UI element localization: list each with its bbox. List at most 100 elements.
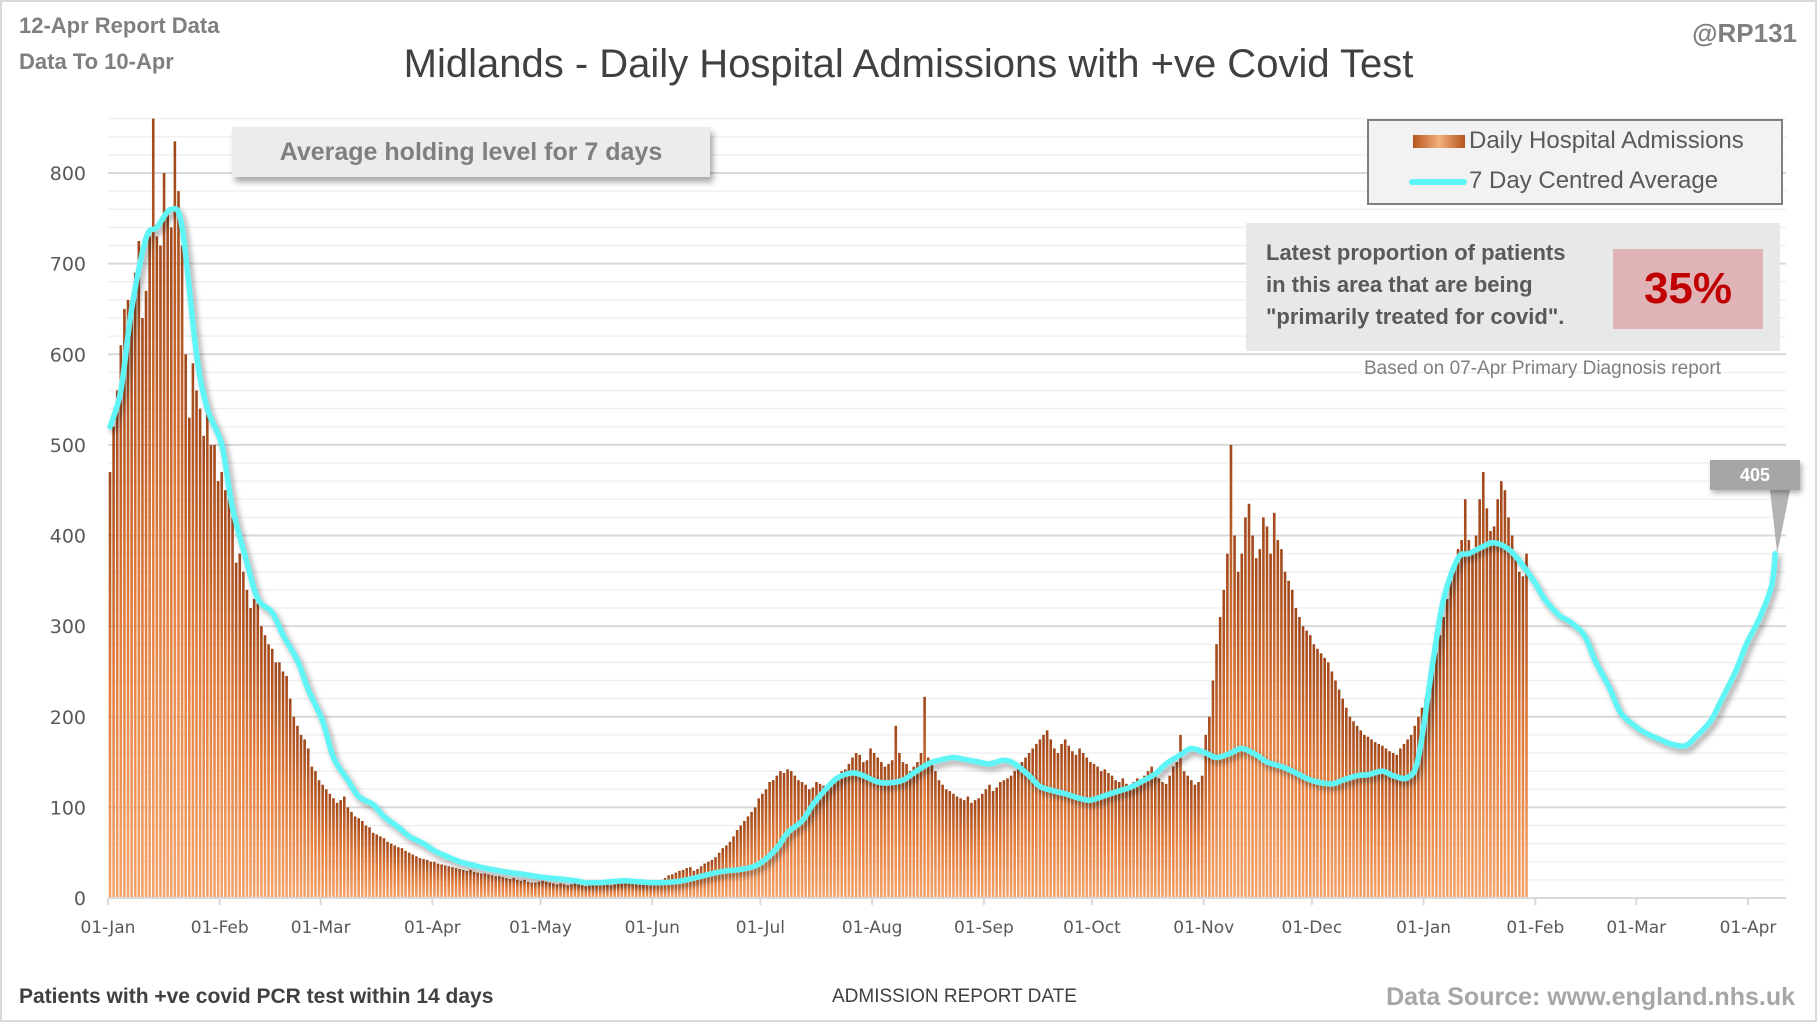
daily-admissions-bar — [202, 435, 206, 898]
daily-admissions-bar — [234, 562, 238, 898]
daily-admissions-bar — [609, 885, 613, 898]
daily-admissions-bar — [1110, 775, 1114, 898]
y-tick-label: 800 — [50, 163, 86, 185]
daily-admissions-bar — [761, 793, 764, 898]
daily-admissions-bar — [735, 830, 739, 898]
daily-admissions-bar — [1200, 775, 1204, 898]
daily-admissions-bar — [263, 635, 267, 898]
daily-admissions-bar — [108, 472, 112, 898]
daily-admissions-bar — [314, 771, 317, 898]
last-average-label: 405 — [1710, 460, 1800, 490]
daily-admissions-bar — [479, 873, 483, 898]
daily-admissions-bar — [159, 245, 162, 898]
y-tick-label: 700 — [50, 254, 86, 276]
daily-admissions-bar — [1254, 558, 1258, 898]
x-tick-label: 01-Dec — [1282, 918, 1343, 938]
daily-admissions-bar — [732, 836, 735, 898]
daily-admissions-bar — [1445, 598, 1449, 898]
daily-admissions-bar — [1179, 734, 1182, 898]
daily-admissions-bar — [872, 753, 876, 898]
daily-admissions-bar — [584, 886, 588, 898]
daily-admissions-bar — [1071, 751, 1074, 898]
daily-admissions-bar — [714, 857, 717, 898]
daily-admissions-bar — [440, 864, 443, 898]
daily-admissions-bar — [1056, 753, 1060, 898]
daily-admissions-bar — [591, 884, 595, 898]
daily-admissions-bar — [898, 753, 901, 898]
x-tick-label: 01-Feb — [191, 918, 249, 938]
daily-admissions-bar — [1485, 508, 1489, 898]
daily-admissions-bar — [476, 872, 479, 898]
daily-admissions-bar — [151, 118, 155, 898]
daily-admissions-bar — [119, 345, 123, 898]
daily-admissions-bar — [656, 880, 660, 898]
daily-admissions-bar — [429, 861, 433, 898]
daily-admissions-bar — [1460, 540, 1463, 898]
daily-admissions-bar — [1153, 772, 1157, 898]
daily-admissions-bar — [1474, 535, 1478, 898]
daily-admissions-bar — [332, 798, 335, 898]
daily-admissions-bar — [195, 390, 198, 898]
daily-admissions-bar — [552, 883, 555, 898]
daily-admissions-bar — [1020, 762, 1024, 898]
daily-admissions-bar — [224, 490, 227, 898]
daily-admissions-bar — [1435, 653, 1438, 898]
daily-admissions-bar — [598, 882, 602, 898]
daily-admissions-bar — [249, 608, 252, 898]
daily-admissions-bar — [1294, 608, 1298, 898]
daily-admissions-bar — [1308, 635, 1312, 898]
data-source: Data Source: www.england.nhs.uk — [1386, 983, 1795, 1011]
daily-admissions-bar — [324, 789, 328, 898]
x-tick-label: 01-Apr — [1720, 918, 1777, 938]
daily-admissions-bar — [187, 417, 191, 898]
daily-admissions-bar — [115, 390, 119, 898]
daily-admissions-bar — [937, 780, 941, 898]
daily-admissions-bar — [443, 865, 447, 898]
daily-admissions-bar — [1348, 716, 1352, 898]
daily-admissions-bar — [1208, 716, 1211, 898]
x-tick-label: 01-Sep — [954, 918, 1014, 938]
daily-admissions-bar — [1150, 766, 1153, 898]
daily-admissions-bar — [562, 884, 566, 898]
daily-admissions-bar — [220, 472, 224, 898]
daily-admissions-bar — [930, 763, 934, 898]
daily-admissions-bar — [335, 802, 339, 898]
daily-admissions-bar — [310, 766, 314, 898]
daily-admissions-bar — [1226, 553, 1229, 898]
gridlines — [108, 117, 1786, 881]
daily-admissions-bar — [771, 780, 775, 898]
daily-admissions-bar — [1381, 745, 1384, 898]
daily-admissions-bar — [112, 426, 115, 898]
daily-admissions-bar — [865, 760, 869, 898]
daily-admissions-bar — [649, 882, 652, 898]
daily-admissions-bar — [433, 861, 436, 898]
daily-admissions-bar — [1272, 512, 1276, 898]
daily-admissions-bar — [1031, 748, 1035, 898]
daily-admissions-bar — [905, 763, 908, 898]
daily-admissions-bar — [227, 499, 231, 898]
daily-admissions-bar — [206, 408, 209, 898]
daily-admissions-bar — [317, 780, 321, 898]
daily-admissions-bar — [508, 878, 512, 898]
daily-admissions-bar — [681, 869, 685, 898]
daily-admissions-bar — [512, 878, 515, 898]
daily-admissions-bar — [1074, 754, 1078, 898]
x-tick-label: 01-Aug — [842, 918, 903, 938]
x-tick-label: 01-Jul — [736, 918, 785, 938]
daily-admissions-bar — [1009, 775, 1013, 898]
daily-admissions-bar — [133, 272, 137, 898]
daily-admissions-bar — [1283, 571, 1287, 898]
daily-admissions-bar — [555, 884, 559, 898]
daily-admissions-bar — [815, 782, 818, 898]
daily-admissions-bar — [144, 290, 148, 898]
daily-admissions-bar — [523, 879, 526, 898]
daily-admissions-bar — [1276, 540, 1280, 898]
daily-admissions-bar — [1175, 762, 1179, 898]
daily-admissions-bar — [1427, 685, 1431, 898]
daily-admissions-bar — [353, 816, 357, 898]
daily-admissions-bar — [829, 784, 833, 898]
daily-admissions-bar — [1045, 730, 1049, 898]
daily-admissions-bar — [1492, 526, 1496, 898]
daily-admissions-bar — [361, 820, 364, 898]
daily-admissions-bar — [916, 762, 919, 898]
